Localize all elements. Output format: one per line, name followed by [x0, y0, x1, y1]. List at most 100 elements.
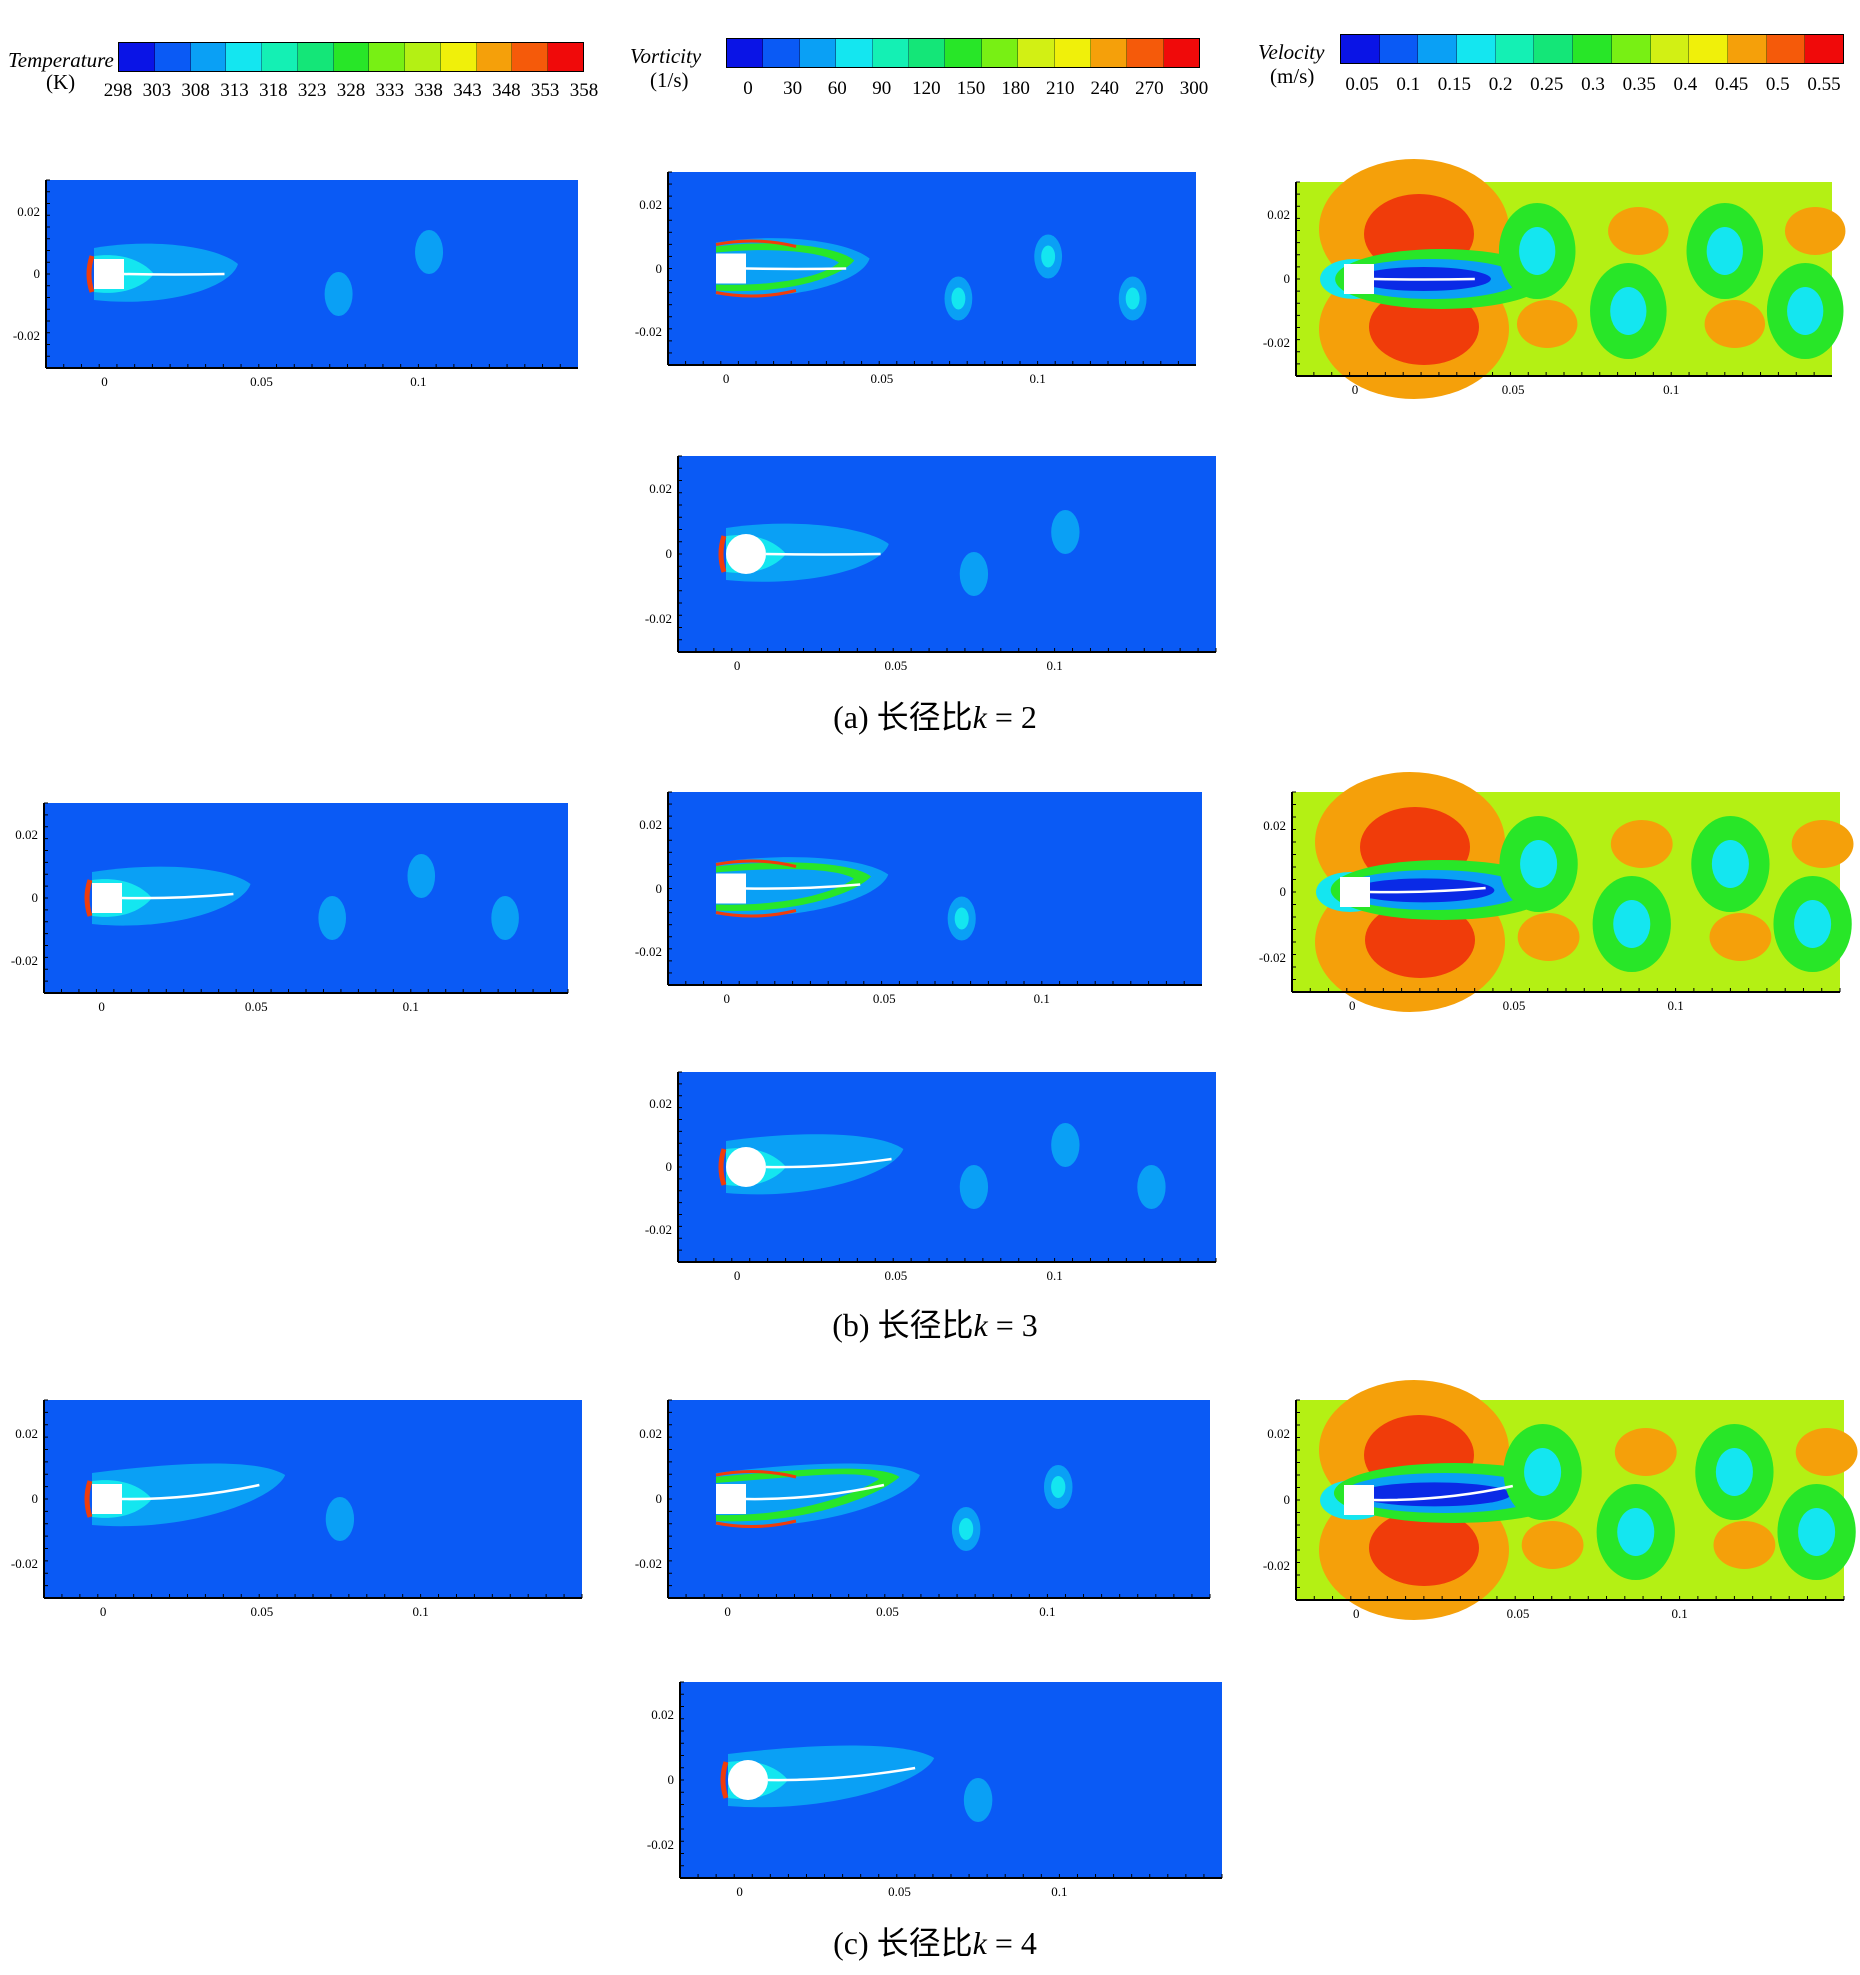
flexible-plate [745, 267, 847, 271]
square-cylinder [1344, 264, 1374, 294]
peak-velocity-lobe [1369, 1510, 1479, 1586]
y-tick-label: -0.02 [644, 1221, 672, 1237]
colorbar-swatch [1650, 35, 1690, 63]
colorbar-tick-label: 60 [827, 78, 847, 99]
outer-high-velocity [1516, 300, 1578, 348]
contour-field [1291, 772, 1854, 1012]
flexible-plate [767, 1766, 916, 1782]
colorbar-ticks: 0 30 60 90 120 150 180 210 240 270 300 [743, 78, 1208, 102]
colorbar-unit: (1/s) [650, 68, 689, 92]
outer-high-velocity [1614, 1428, 1677, 1476]
colorbar-tick-label: 303 [142, 80, 172, 101]
colorbar-swatch [1163, 39, 1200, 67]
caption-value: = 4 [986, 1925, 1037, 1961]
circular-cylinder [726, 534, 766, 574]
y-tick-label: 0.02 [639, 816, 662, 832]
contour-plot-c-temp: 0 0.05 0.1 0.02 0 -0.02 [11, 1399, 583, 1619]
vortex-core [1617, 1508, 1655, 1556]
colorbar-title: Velocity [1258, 40, 1325, 64]
y-tick-label: 0.02 [649, 1096, 672, 1112]
flexible-plate [745, 883, 861, 890]
square-cylinder [716, 253, 746, 284]
colorbar-tick-label: 308 [181, 80, 210, 101]
x-tick-label: 0.05 [1502, 998, 1526, 1013]
colorbar-tick-label: 0.55 [1807, 74, 1841, 95]
y-tick-label: 0.02 [651, 1707, 674, 1723]
colorbar-swatch [836, 39, 873, 67]
x-tick-label: 0.1 [1039, 1604, 1056, 1619]
colorbar-tick-label: 323 [297, 80, 327, 101]
outer-high-velocity [1521, 1521, 1584, 1569]
colorbar-swatch [333, 43, 370, 71]
colorbar-tick-label: 298 [103, 80, 133, 101]
outer-high-velocity [1709, 913, 1772, 961]
y-tick-label: 0.02 [17, 203, 40, 219]
y-tick-label: 0 [655, 1491, 663, 1506]
colorbar-swatch [1127, 39, 1164, 67]
y-tick-label: -0.02 [1262, 335, 1290, 351]
vortex-core [1787, 287, 1824, 335]
vortex-core [1794, 900, 1832, 948]
wake-core [716, 1474, 880, 1516]
shear-layer-edge [715, 909, 797, 918]
x-tick-label: 0.1 [410, 374, 427, 389]
contour-plot-a-vort: 0 0.05 0.1 0.02 0 -0.02 [635, 171, 1196, 386]
y-tick-label: 0.02 [15, 1425, 38, 1441]
y-tick-label: 0.02 [1267, 1426, 1290, 1441]
colorbar-swatch [799, 39, 837, 67]
shed-vortex-core [954, 907, 969, 930]
colorbar-unit: (m/s) [1270, 64, 1315, 88]
colorbar-tick-label: 90 [872, 78, 892, 99]
vortex-core [1715, 1448, 1753, 1496]
shed-vortex [325, 1497, 355, 1541]
colorbar-swatch [476, 43, 513, 71]
colorbar-tick-label: 210 [1045, 78, 1075, 99]
colorbar-swatch [440, 43, 477, 71]
y-tick-label: -0.02 [1262, 1558, 1290, 1573]
colorbar-swatch [190, 43, 227, 71]
contour-plot-a-temp: 0 0.05 0.1 0.02 0 -0.02 [13, 179, 578, 389]
contour-field [667, 1399, 1211, 1599]
colorbar-tick-label: 0.2 [1488, 74, 1513, 95]
contour-field [677, 1071, 1217, 1263]
colorbar-tick-label: 348 [492, 80, 521, 101]
x-tick-label: 0 [724, 1604, 731, 1619]
y-tick-label: 0.02 [1267, 206, 1290, 222]
x-tick-label: 0.05 [884, 658, 908, 673]
colorbar-swatch [1054, 39, 1091, 67]
y-tick-label: 0 [667, 1772, 675, 1787]
wake-plume [726, 1134, 904, 1195]
colorbar-tick-label: 0.4 [1673, 74, 1698, 95]
contour-field [667, 171, 1196, 366]
wake-plume [92, 1463, 286, 1527]
outer-high-velocity [1517, 913, 1580, 961]
shed-vortex [407, 854, 436, 898]
y-tick-label: -0.02 [10, 952, 38, 968]
colorbar-tick-label: 0.05 [1345, 74, 1379, 95]
shed-vortex-core [1041, 245, 1056, 268]
caption-a: (a) 长径比k = 2 [833, 692, 1037, 738]
x-tick-label: 0.05 [244, 999, 268, 1014]
colorbar-gradient [726, 38, 1200, 68]
colorbar-tick-label: 0.35 [1622, 74, 1656, 95]
peak-velocity-lobe [1365, 902, 1475, 978]
colorbar-tick-label: 333 [375, 80, 405, 101]
colorbar-tick-label: 300 [1179, 78, 1209, 99]
x-tick-label: 0.05 [250, 1604, 274, 1619]
colorbar-tick-label: 353 [530, 80, 560, 101]
wake-inner [1358, 1482, 1511, 1507]
colorbar-swatch [1495, 35, 1535, 63]
contour-plot-b-temp: 0 0.05 0.1 0.02 0 -0.02 [11, 802, 569, 1014]
contour-plot-c-circ: 0 0.05 0.1 0.02 0 -0.02 [647, 1681, 1223, 1899]
colorbar-swatch [1457, 35, 1496, 63]
contour-plot-a-vel: 0 0.05 0.1 0.02 0 -0.02 [1263, 159, 1846, 399]
shed-vortex [963, 1778, 993, 1822]
caption-text: (c) 长径比 [833, 1925, 973, 1961]
circular-cylinder [726, 1147, 766, 1187]
contour-plot-b-circ: 0 0.05 0.1 0.02 0 -0.02 [645, 1071, 1217, 1283]
outer-high-velocity [1791, 820, 1854, 868]
x-tick-label: 0.05 [250, 374, 273, 389]
colorbar-title: Temperature [8, 48, 114, 72]
caption-variable: k [972, 1925, 987, 1961]
shed-vortex [959, 1165, 989, 1209]
